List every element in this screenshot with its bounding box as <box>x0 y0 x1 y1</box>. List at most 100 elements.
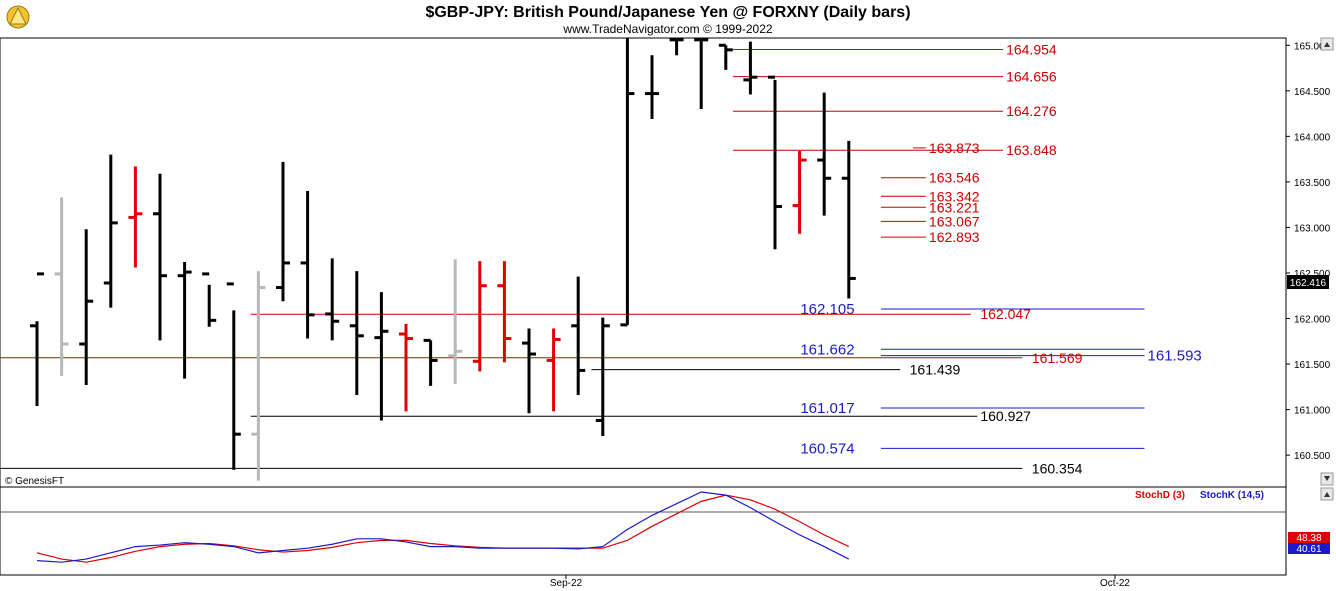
last-price-tag: 162.416 <box>1287 275 1329 289</box>
ohlc-bar-17 <box>448 259 463 385</box>
ohlc-bar-8 <box>226 282 241 470</box>
ohlc-bar-23 <box>595 317 610 436</box>
ohlc-bar-6 <box>177 262 192 379</box>
level-16: 161.017 <box>800 400 1145 417</box>
ohlc-bar-29 <box>743 41 758 95</box>
ohlc-bar-31 <box>792 150 807 234</box>
level-6: 163.342 <box>880 188 980 204</box>
level-label-17: 160.927 <box>980 408 1031 424</box>
ohlc-bar-9 <box>251 271 266 481</box>
level-3: 163.873 <box>913 140 980 156</box>
level-4: 163.848 <box>733 142 1057 158</box>
level-label-5: 163.546 <box>929 170 980 186</box>
ohlc-bar-28 <box>718 43 733 70</box>
level-label-4: 163.848 <box>1006 142 1057 158</box>
level-label-10: 162.105 <box>800 301 854 318</box>
ohlc-bar-15 <box>399 323 413 412</box>
level-15: 161.439 <box>591 362 961 378</box>
ohlc-bar-5 <box>153 173 167 341</box>
last-price-label: 162.416 <box>1290 278 1327 289</box>
ohlc-bar-16 <box>423 338 438 386</box>
ohlc-bar-4 <box>128 166 143 268</box>
watermark: © GenesisFT <box>5 476 64 487</box>
ohlc-bar-32 <box>817 92 832 216</box>
ohlc-bar-19 <box>497 261 512 363</box>
level-13: 161.593 <box>880 348 1202 365</box>
ohlc-bar-18 <box>472 261 487 372</box>
price-tick-label-3: 163.500 <box>1294 178 1331 189</box>
price-tick-label-9: 160.500 <box>1294 451 1331 462</box>
time-axis: Sep-22 Oct-22 <box>550 575 1130 589</box>
ohlc-bar-11 <box>300 191 315 339</box>
price-tick-label-1: 164.500 <box>1294 87 1331 98</box>
level-label-12: 161.662 <box>800 341 854 358</box>
level-lines: 164.954 164.656 164.276 163.873 163.848 163.5… <box>0 41 1202 476</box>
level-7: 163.221 <box>880 199 980 215</box>
level-label-6: 163.342 <box>929 188 980 204</box>
price-tick-label-5: 162.500 <box>1294 269 1331 280</box>
stochd-value-tag: 48.38 <box>1288 532 1330 544</box>
ohlc-bar-2 <box>79 229 94 385</box>
scroll-down-button[interactable] <box>1320 472 1334 486</box>
level-9: 162.893 <box>880 229 980 245</box>
stochd-value: 48.38 <box>1296 533 1321 544</box>
level-12: 161.662 <box>800 341 1145 358</box>
price-axis: 165.000 164.500 164.000 163.500 163.000 162.5… <box>1286 41 1331 462</box>
level-5: 163.546 <box>880 170 980 186</box>
level-8: 163.067 <box>880 213 980 229</box>
level-17: 160.927 <box>250 408 1031 424</box>
ohlc-bar-3 <box>103 154 118 308</box>
ohlc-bar-26 <box>669 38 684 56</box>
stochk-label: StochK (14,5) <box>1200 490 1264 501</box>
level-19: 160.354 <box>0 460 1083 476</box>
stochastic-lines <box>36 491 850 563</box>
ohlc-bar-13 <box>349 271 364 396</box>
stoch-scroll-up-button[interactable] <box>1320 487 1334 501</box>
level-label-0: 164.954 <box>1006 41 1057 57</box>
stochd-line <box>36 494 850 563</box>
level-label-1: 164.656 <box>1006 69 1057 85</box>
scroll-up-button[interactable] <box>1320 37 1334 51</box>
stochk-line <box>36 491 850 563</box>
level-label-14: 161.569 <box>1032 350 1083 366</box>
price-tick-label-0: 165.000 <box>1294 41 1331 52</box>
ohlc-bar-20 <box>522 328 536 414</box>
level-label-9: 162.893 <box>929 229 980 245</box>
price-pane <box>0 37 1287 488</box>
level-10: 162.105 <box>800 301 1145 318</box>
chart-subtitle: www.TradeNavigator.com © 1999-2022 <box>562 22 772 36</box>
level-1: 164.656 <box>733 69 1057 85</box>
price-tick-label-8: 161.000 <box>1294 406 1331 417</box>
level-label-18: 160.574 <box>800 440 854 457</box>
level-label-3: 163.873 <box>929 140 980 156</box>
ohlc-bars <box>30 38 856 481</box>
level-0: 164.954 <box>733 41 1057 57</box>
ohlc-bar-14 <box>374 292 389 421</box>
ohlc-bar-25 <box>645 55 659 120</box>
ohlc-bar-27 <box>694 38 709 110</box>
ohlc-bar-10 <box>276 161 290 302</box>
stochk-value: 40.61 <box>1296 544 1321 555</box>
level-label-7: 163.221 <box>929 199 980 215</box>
level-label-2: 164.276 <box>1006 103 1057 119</box>
logo-icon <box>6 5 30 29</box>
time-tick-label-1: Oct-22 <box>1100 578 1130 589</box>
level-label-16: 161.017 <box>800 400 854 417</box>
level-11: 162.047 <box>250 306 1031 322</box>
ohlc-bar-24 <box>620 38 635 327</box>
level-label-19: 160.354 <box>1032 460 1083 476</box>
ohlc-bar-30 <box>768 75 782 250</box>
ohlc-bar-12 <box>325 258 340 341</box>
time-tick-label-0: Sep-22 <box>550 578 583 589</box>
level-2: 164.276 <box>733 103 1057 119</box>
price-tick-label-7: 161.500 <box>1294 360 1331 371</box>
price-tick-label-2: 164.000 <box>1294 132 1331 143</box>
price-tick-label-4: 163.000 <box>1294 223 1331 234</box>
level-18: 160.574 <box>800 440 1145 457</box>
stochd-label: StochD (3) <box>1135 490 1185 501</box>
level-label-15: 161.439 <box>910 362 961 378</box>
level-label-13: 161.593 <box>1148 348 1202 365</box>
ohlc-bar-22 <box>571 276 586 396</box>
ohlc-bar-1 <box>54 197 69 376</box>
